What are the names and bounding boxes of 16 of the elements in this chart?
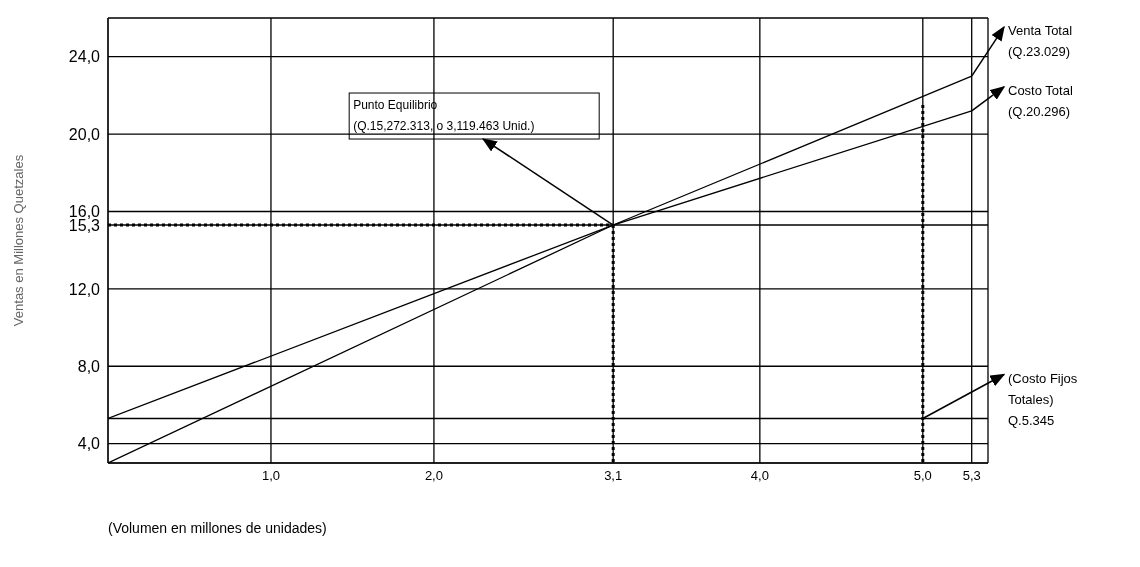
y-tick-label: 12,0 bbox=[68, 280, 101, 298]
y-tick-label: 20,0 bbox=[68, 125, 101, 143]
y-axis-title: Ventas en Millones Quetzales bbox=[10, 154, 26, 327]
y-tick-label: 4,0 bbox=[77, 435, 101, 453]
x-tick-label: 1,0 bbox=[261, 468, 280, 484]
annotation: (Costo Fijos Totales) Q.5.345 bbox=[1008, 370, 1078, 428]
x-tick-label: 3,1 bbox=[604, 468, 623, 484]
x-tick-label: 5,0 bbox=[913, 468, 932, 484]
x-tick-label: 2,0 bbox=[424, 468, 443, 484]
x-tick-label: 5,3 bbox=[962, 468, 981, 484]
annotation: Costo Total (Q.20.296) bbox=[1008, 82, 1073, 119]
x-axis-title: (Volumen en millones de unidades) bbox=[108, 520, 327, 536]
annotation: Venta Total (Q.23.029) bbox=[1008, 23, 1073, 60]
y-tick-label: 8,0 bbox=[77, 357, 101, 375]
y-tick-label: 24,0 bbox=[68, 48, 101, 66]
x-tick-label: 4,0 bbox=[750, 468, 769, 484]
